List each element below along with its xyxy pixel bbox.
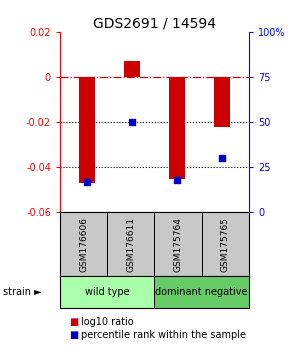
Text: GSM175765: GSM175765: [221, 217, 230, 272]
Text: wild type: wild type: [85, 287, 130, 297]
Text: percentile rank within the sample: percentile rank within the sample: [81, 330, 246, 339]
Point: [175, 177, 179, 183]
Text: dominant negative: dominant negative: [155, 287, 248, 297]
Point: [220, 155, 224, 161]
Bar: [202, 212, 249, 276]
Text: ■: ■: [69, 330, 78, 339]
Text: ■: ■: [69, 317, 78, 327]
Title: GDS2691 / 14594: GDS2691 / 14594: [93, 17, 216, 31]
Bar: [60, 276, 154, 308]
Bar: [60, 212, 107, 276]
Text: GSM176611: GSM176611: [126, 217, 135, 272]
Bar: [154, 212, 202, 276]
Text: GSM175764: GSM175764: [174, 217, 183, 272]
Bar: [79, 77, 95, 183]
Text: log10 ratio: log10 ratio: [81, 317, 134, 327]
Bar: [214, 77, 230, 127]
Text: GSM176606: GSM176606: [79, 217, 88, 272]
Text: strain ►: strain ►: [3, 287, 42, 297]
Bar: [154, 276, 249, 308]
Bar: [169, 77, 185, 178]
Point: [130, 119, 134, 125]
Bar: [107, 212, 154, 276]
Bar: [124, 61, 140, 77]
Point: [85, 179, 89, 184]
